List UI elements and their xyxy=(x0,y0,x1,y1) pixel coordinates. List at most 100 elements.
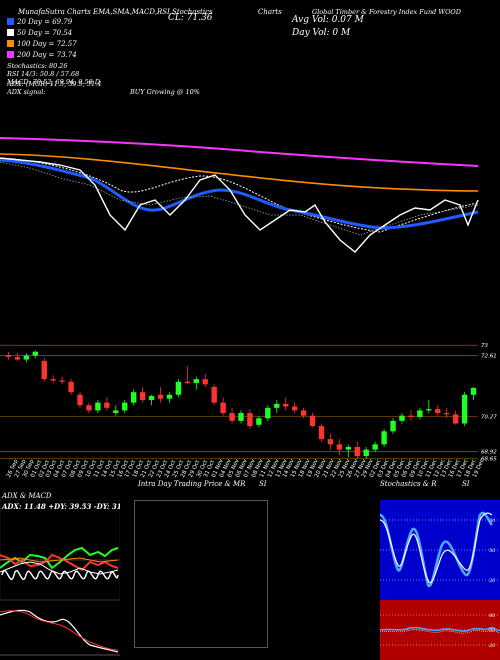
candle-body xyxy=(14,356,21,360)
candle-body xyxy=(417,410,423,417)
stoch-blue-line xyxy=(380,511,494,588)
candle-body xyxy=(157,394,164,399)
candle-body xyxy=(41,360,47,380)
rsi-axis-20: 20 xyxy=(488,643,496,649)
ma-100-line xyxy=(0,153,479,192)
stochastics-panel: 80 50 20 80 50 20 xyxy=(380,500,500,660)
ma-20-line xyxy=(0,158,479,230)
candle-body xyxy=(318,426,325,440)
price-axis-label: 70.27 xyxy=(481,414,497,420)
candle-body xyxy=(247,413,253,427)
legend-200day-label: 200 Day = 73.74 xyxy=(17,51,77,59)
legend-100day-label: 100 Day = 72.57 xyxy=(17,40,77,48)
rsi-axis-50: 50 xyxy=(489,628,496,634)
candle-body xyxy=(274,403,280,408)
legend-swatch-100day xyxy=(7,40,14,47)
price-line xyxy=(0,157,479,253)
fund-title: Global Timber & Forestry Index Fund WOOD xyxy=(312,8,461,16)
candle-body xyxy=(175,381,182,395)
candle-body xyxy=(220,402,226,414)
day-vol-label: Day Vol: 0 M xyxy=(292,28,351,38)
intraday-panel-title: Intra Day Trading Price & MR xyxy=(138,480,246,488)
price-axis-label: 68.92 xyxy=(481,450,497,456)
candle-body xyxy=(363,449,369,457)
candle-body xyxy=(470,388,477,395)
candle-body xyxy=(435,409,441,414)
candle-body xyxy=(113,410,119,414)
candle-body xyxy=(86,405,92,411)
adx-signal-value: BUY Growing @ 10% xyxy=(130,88,200,96)
candles xyxy=(5,350,477,459)
candle-body xyxy=(229,413,235,421)
legend-swatch-50day xyxy=(7,29,14,36)
legend-20day: 20 Day = 69.79 xyxy=(7,17,77,28)
candle-body xyxy=(444,413,450,415)
candle-body xyxy=(59,380,65,382)
rsi-axis-80: 80 xyxy=(489,613,496,619)
candle-body xyxy=(390,420,396,432)
candle-body xyxy=(104,402,110,408)
price-axis-label: 72.61 xyxy=(481,353,497,359)
legend-200day: 200 Day = 73.74 xyxy=(7,50,77,61)
candle-body xyxy=(426,409,432,411)
price-line-thin xyxy=(0,161,479,236)
rsi-white-line xyxy=(380,629,500,634)
legend-swatch-20day xyxy=(7,18,14,25)
candle-body xyxy=(452,414,459,424)
rsi-readout: RSI 14/3: 50.8 / 57.68 xyxy=(7,70,80,78)
candle-body xyxy=(77,394,83,406)
candle-body xyxy=(256,418,262,425)
legend-20day-label: 20 Day = 69.79 xyxy=(17,18,73,26)
price-levels xyxy=(0,344,478,460)
candle-body xyxy=(211,386,217,403)
candle-body xyxy=(32,351,38,356)
chart-source-title: MunafaSutra Charts EMA,SMA,MACD,RSI,Stoc… xyxy=(18,8,213,16)
candle-body xyxy=(50,379,56,381)
candle-body xyxy=(283,403,289,407)
ma-50-line xyxy=(0,157,479,233)
adx-red-line xyxy=(0,553,119,572)
candle-body xyxy=(148,396,155,400)
candle-body xyxy=(130,392,137,403)
intraday-panel xyxy=(134,500,268,648)
ma-legend: 20 Day = 69.79 50 Day = 70.54 100 Day = … xyxy=(7,17,77,61)
candle-body xyxy=(327,439,334,445)
macd-signal-line xyxy=(1,570,119,580)
candle-body xyxy=(372,444,378,450)
candle-body xyxy=(68,381,74,393)
macd-red-line xyxy=(0,610,119,651)
candle-body xyxy=(291,406,298,411)
close-price-label: CL: 71.36 xyxy=(168,13,213,23)
candle-body xyxy=(95,402,101,411)
candle-body xyxy=(336,444,343,450)
candle-body xyxy=(184,381,191,384)
candle-body xyxy=(265,407,271,419)
stochastics-readout: Stochastics: 80.26 xyxy=(7,62,68,70)
legend-50day-label: 50 Day = 70.54 xyxy=(17,29,73,37)
indicator-readouts: Stochastics: 80.26 RSI 14/3: 50.8 / 57.6… xyxy=(7,62,100,86)
candle-body xyxy=(238,413,244,421)
candle-body xyxy=(23,355,30,360)
candle-body xyxy=(399,415,405,421)
candle-body xyxy=(354,446,360,457)
stoch-white-line xyxy=(380,512,493,584)
legend-swatch-200day xyxy=(7,51,14,58)
stoch-axis-50: 50 xyxy=(489,548,496,554)
price-axis-label: 68.65 xyxy=(481,457,497,463)
intraday-si-label: SI xyxy=(259,480,267,488)
charts-label: Charts xyxy=(258,8,282,16)
adx-readout: ADX: (MGR) 11.5, 39.5, 31.4 xyxy=(7,80,102,88)
candle-body xyxy=(461,394,468,424)
candle-body xyxy=(5,355,12,357)
candle-body xyxy=(300,410,307,416)
candle-body xyxy=(166,394,173,399)
macd-readout: MACD: 70.52, 69.94, 0.58 D xyxy=(7,78,101,86)
price-axis-label: 73 xyxy=(481,343,488,349)
adx-signal-label: ADX signal: xyxy=(7,88,46,96)
candle-body xyxy=(381,431,387,445)
adx-macd-panel: ADX: 11.48 +DY: 39.53 -DY: 31.4 xyxy=(0,500,120,660)
stoch-axis-80: 80 xyxy=(489,518,496,524)
adx-panel-values: ADX: 11.48 +DY: 39.53 -DY: 31.4 xyxy=(1,502,120,511)
